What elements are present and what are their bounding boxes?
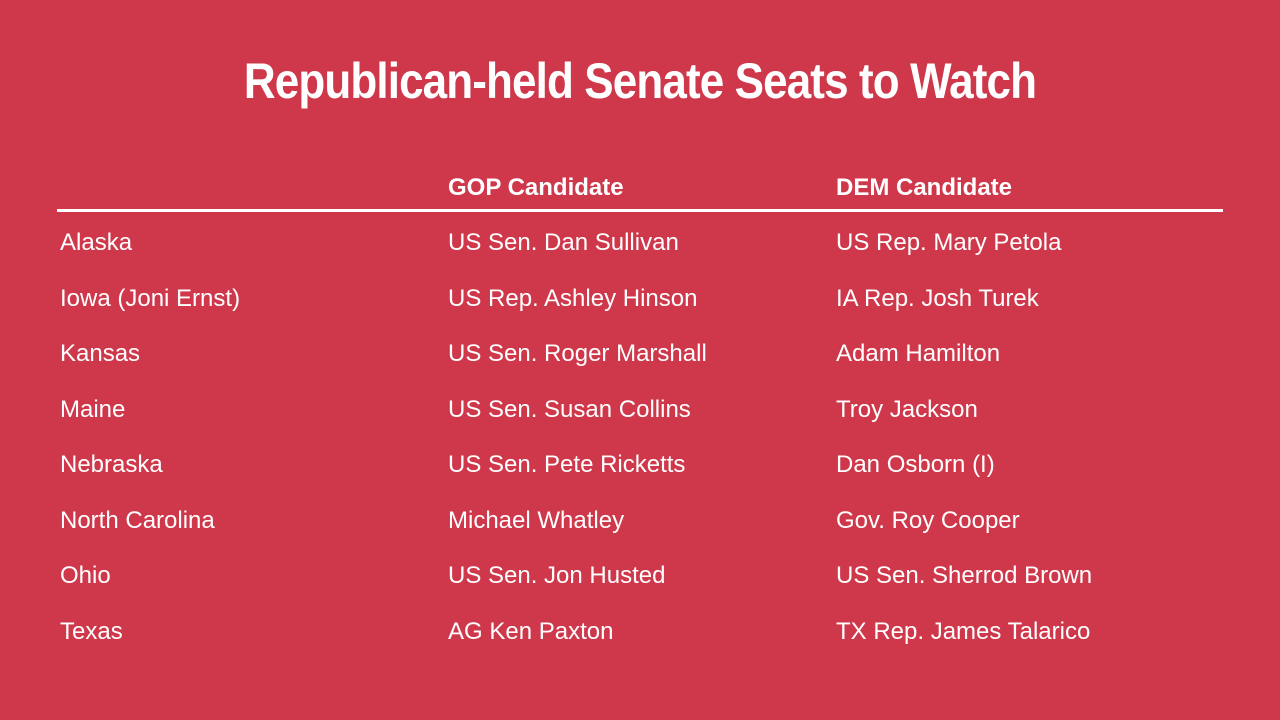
title: Republican-held Senate Seats to Watch <box>243 53 1037 109</box>
candidate: US Sen. Sherrod Brown <box>836 562 1093 589</box>
candidate: Dan Osborn (I) <box>836 451 995 478</box>
state: North Carolina <box>60 506 215 534</box>
candidate: US Sen. Roger Marshall <box>448 340 707 367</box>
state: Ohio <box>60 562 111 589</box>
state: Alaska <box>60 229 133 256</box>
candidate: US Sen. Dan Sullivan <box>448 229 679 256</box>
candidate: US Sen. Jon Husted <box>448 562 666 589</box>
candidate: Troy Jackson <box>836 395 978 423</box>
column-header: DEM Candidate <box>836 174 1013 201</box>
state: Maine <box>60 395 126 423</box>
candidate: Gov. Roy Cooper <box>836 506 1020 534</box>
column-header: GOP Candidate <box>448 174 624 201</box>
candidate: US Sen. Susan Collins <box>448 395 691 423</box>
candidate: US Rep. Mary Petola <box>836 229 1062 256</box>
candidate: TX Rep. James Talarico <box>836 617 1091 645</box>
candidate: US Rep. Ashley Hinson <box>448 284 698 312</box>
candidate: US Sen. Pete Ricketts <box>448 451 686 478</box>
candidate: IA Rep. Josh Turek <box>836 284 1039 312</box>
state: Texas <box>60 617 123 645</box>
candidate: Adam Hamilton <box>836 340 1001 367</box>
candidate: AG Ken Paxton <box>448 617 614 645</box>
header-rule <box>57 209 1223 212</box>
state: Kansas <box>60 340 141 367</box>
state: Nebraska <box>60 451 163 478</box>
state: Iowa (Joni Ernst) <box>60 284 241 312</box>
candidate: Michael Whatley <box>448 506 625 534</box>
